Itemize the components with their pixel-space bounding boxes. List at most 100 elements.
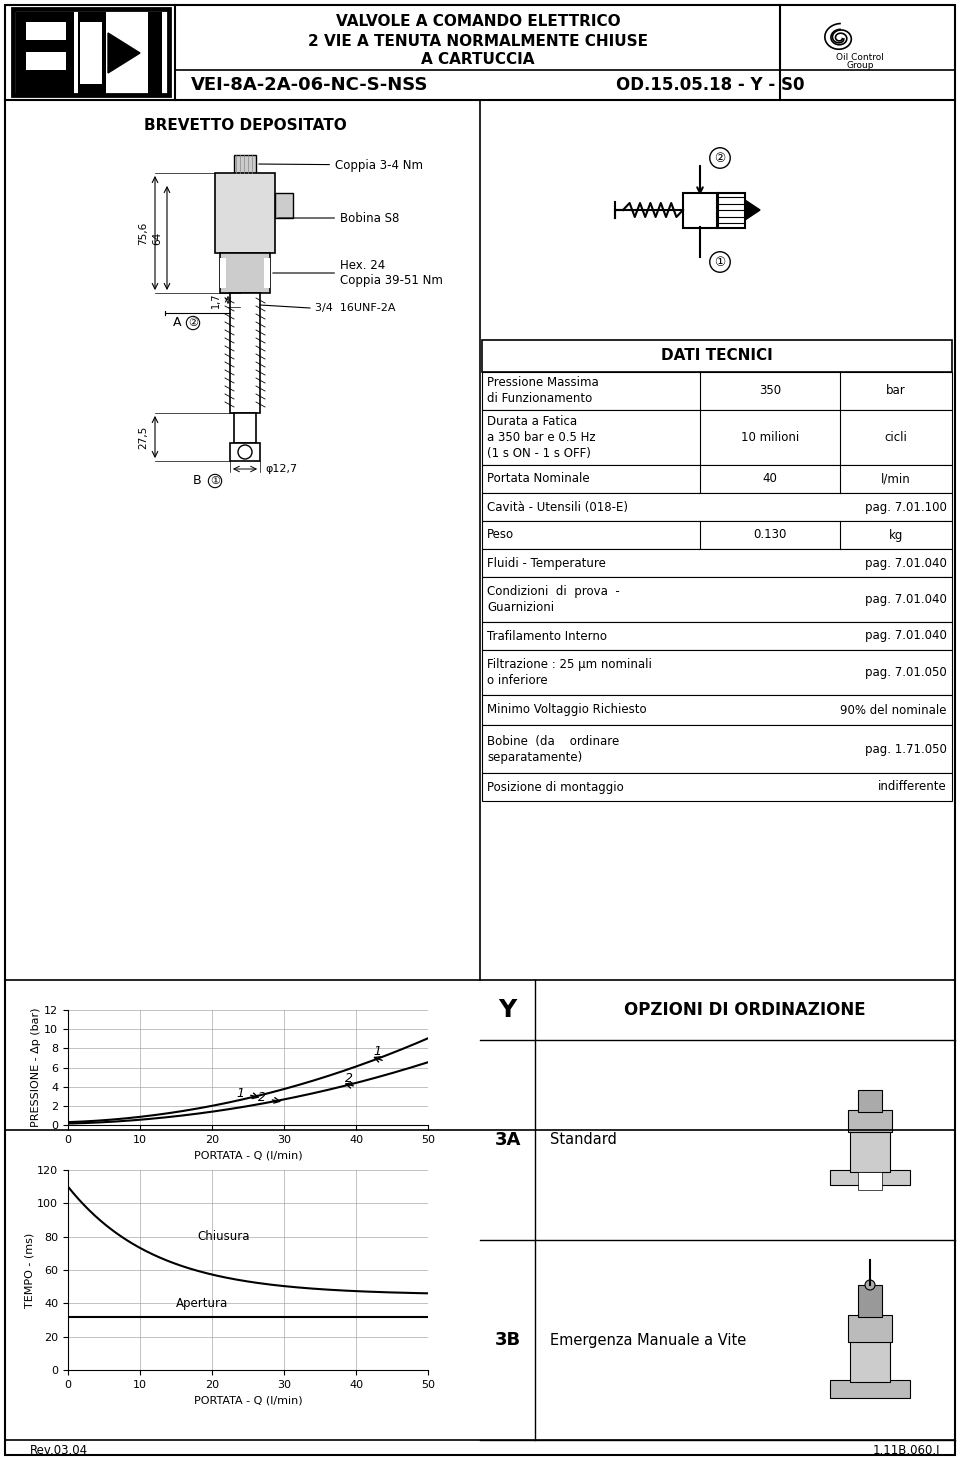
Bar bbox=[80, 22, 102, 85]
Text: Pressione Massima
di Funzionamento: Pressione Massima di Funzionamento bbox=[487, 377, 599, 406]
Bar bbox=[230, 293, 260, 413]
Text: Cavità - Utensili (018-E): Cavità - Utensili (018-E) bbox=[487, 501, 628, 514]
Bar bbox=[858, 1285, 882, 1317]
Bar bbox=[858, 1091, 882, 1113]
Text: 1.11B.060.I: 1.11B.060.I bbox=[873, 1444, 940, 1457]
Text: Posizione di montaggio: Posizione di montaggio bbox=[487, 781, 624, 793]
Bar bbox=[850, 1340, 890, 1383]
Text: BREVETTO DEPOSITATO: BREVETTO DEPOSITATO bbox=[144, 117, 347, 133]
Text: 2: 2 bbox=[258, 1091, 266, 1104]
Polygon shape bbox=[108, 34, 140, 73]
Text: pag. 7.01.040: pag. 7.01.040 bbox=[865, 556, 947, 569]
Bar bbox=[482, 577, 952, 622]
Text: bar: bar bbox=[886, 384, 906, 397]
Text: Bobine  (da    ordinare
separatamente): Bobine (da ordinare separatamente) bbox=[487, 734, 619, 764]
Text: pag. 7.01.050: pag. 7.01.050 bbox=[865, 666, 947, 679]
Bar bbox=[848, 1315, 892, 1342]
Bar bbox=[16, 12, 74, 93]
Text: ①: ① bbox=[210, 476, 220, 486]
Text: VALVOLE A COMANDO ELETTRICO: VALVOLE A COMANDO ELETTRICO bbox=[336, 15, 620, 29]
Bar bbox=[215, 172, 275, 253]
Bar bbox=[26, 53, 66, 70]
Text: 27,5: 27,5 bbox=[138, 425, 148, 448]
Bar bbox=[482, 521, 952, 549]
Text: φ12,7: φ12,7 bbox=[265, 464, 298, 475]
Text: 350: 350 bbox=[759, 384, 781, 397]
Text: Y: Y bbox=[498, 999, 516, 1022]
Text: Oil Control: Oil Control bbox=[836, 54, 884, 63]
Bar bbox=[830, 1380, 910, 1399]
Bar bbox=[683, 193, 718, 228]
Text: 3/4  16UNF-2A: 3/4 16UNF-2A bbox=[315, 304, 396, 312]
Bar bbox=[482, 464, 952, 493]
Text: cicli: cicli bbox=[884, 431, 907, 444]
Text: OD.15.05.18 - Y - S0: OD.15.05.18 - Y - S0 bbox=[615, 76, 804, 93]
Text: 0.130: 0.130 bbox=[754, 529, 786, 542]
Bar bbox=[482, 410, 952, 464]
Text: 1: 1 bbox=[373, 1045, 382, 1058]
Text: OPZIONI DI ORDINAZIONE: OPZIONI DI ORDINAZIONE bbox=[624, 1002, 866, 1019]
Text: A: A bbox=[173, 317, 181, 330]
Text: 64: 64 bbox=[152, 231, 162, 245]
Bar bbox=[234, 155, 256, 172]
Text: ②: ② bbox=[714, 152, 726, 165]
Text: Emergenza Manuale a Vite: Emergenza Manuale a Vite bbox=[550, 1333, 746, 1348]
X-axis label: PORTATA - Q (l/min): PORTATA - Q (l/min) bbox=[194, 1150, 302, 1161]
Text: Fluidi - Temperature: Fluidi - Temperature bbox=[487, 556, 606, 569]
Text: 1: 1 bbox=[237, 1086, 245, 1099]
Text: l/min: l/min bbox=[881, 473, 911, 486]
Bar bbox=[482, 549, 952, 577]
Bar bbox=[26, 22, 66, 39]
Bar bbox=[482, 372, 952, 410]
Text: 90% del nominale: 90% del nominale bbox=[841, 704, 947, 717]
Bar bbox=[264, 258, 270, 288]
Bar bbox=[234, 413, 256, 442]
Text: pag. 7.01.100: pag. 7.01.100 bbox=[865, 501, 947, 514]
Text: Peso: Peso bbox=[487, 529, 515, 542]
Text: Coppia 3-4 Nm: Coppia 3-4 Nm bbox=[259, 159, 423, 171]
Text: Durata a Fatica
a 350 bar e 0.5 Hz
(1 s ON - 1 s OFF): Durata a Fatica a 350 bar e 0.5 Hz (1 s … bbox=[487, 415, 595, 460]
Text: Portata Nominale: Portata Nominale bbox=[487, 473, 589, 486]
Text: Apertura: Apertura bbox=[176, 1296, 228, 1310]
Text: Group: Group bbox=[847, 61, 874, 70]
Text: 40: 40 bbox=[762, 473, 778, 486]
Text: ②: ② bbox=[188, 318, 198, 328]
Bar bbox=[230, 442, 260, 461]
Text: Standard: Standard bbox=[550, 1133, 617, 1148]
Text: 2 VIE A TENUTA NORMALMENTE CHIUSE: 2 VIE A TENUTA NORMALMENTE CHIUSE bbox=[308, 35, 648, 50]
Text: 3B: 3B bbox=[494, 1332, 520, 1349]
Text: B: B bbox=[193, 474, 202, 488]
Text: Rev.03.04: Rev.03.04 bbox=[30, 1444, 88, 1457]
Text: Chiusura: Chiusura bbox=[198, 1229, 251, 1242]
Bar bbox=[275, 193, 293, 218]
Y-axis label: TEMPO - (ms): TEMPO - (ms) bbox=[24, 1232, 35, 1308]
Bar bbox=[482, 726, 952, 772]
Text: indifferente: indifferente bbox=[878, 781, 947, 793]
Polygon shape bbox=[745, 200, 760, 220]
Bar bbox=[848, 1110, 892, 1132]
Text: 10 milioni: 10 milioni bbox=[741, 431, 799, 444]
Bar bbox=[482, 340, 952, 372]
Text: pag. 7.01.040: pag. 7.01.040 bbox=[865, 593, 947, 606]
Bar bbox=[220, 253, 270, 293]
Bar bbox=[482, 493, 952, 521]
Bar bbox=[148, 12, 162, 93]
Bar bbox=[830, 1169, 910, 1186]
Text: 75,6: 75,6 bbox=[138, 222, 148, 245]
Text: 3A: 3A bbox=[494, 1132, 520, 1149]
Bar bbox=[858, 1172, 882, 1190]
Text: Condizioni  di  prova  -
Guarnizioni: Condizioni di prova - Guarnizioni bbox=[487, 585, 620, 615]
Text: pag. 1.71.050: pag. 1.71.050 bbox=[865, 743, 947, 755]
Y-axis label: PRESSIONE - Δp (bar): PRESSIONE - Δp (bar) bbox=[32, 1007, 41, 1127]
Circle shape bbox=[865, 1280, 875, 1291]
Text: 1,7: 1,7 bbox=[211, 292, 221, 308]
Text: Bobina S8: Bobina S8 bbox=[277, 212, 399, 225]
Text: ①: ① bbox=[714, 255, 726, 269]
Text: A CARTUCCIA: A CARTUCCIA bbox=[421, 53, 535, 67]
Text: Hex. 24
Coppia 39-51 Nm: Hex. 24 Coppia 39-51 Nm bbox=[273, 258, 443, 288]
Text: pag. 7.01.040: pag. 7.01.040 bbox=[865, 629, 947, 642]
Bar bbox=[717, 193, 745, 228]
Bar bbox=[482, 772, 952, 802]
Bar bbox=[220, 258, 226, 288]
Bar bbox=[12, 7, 170, 96]
